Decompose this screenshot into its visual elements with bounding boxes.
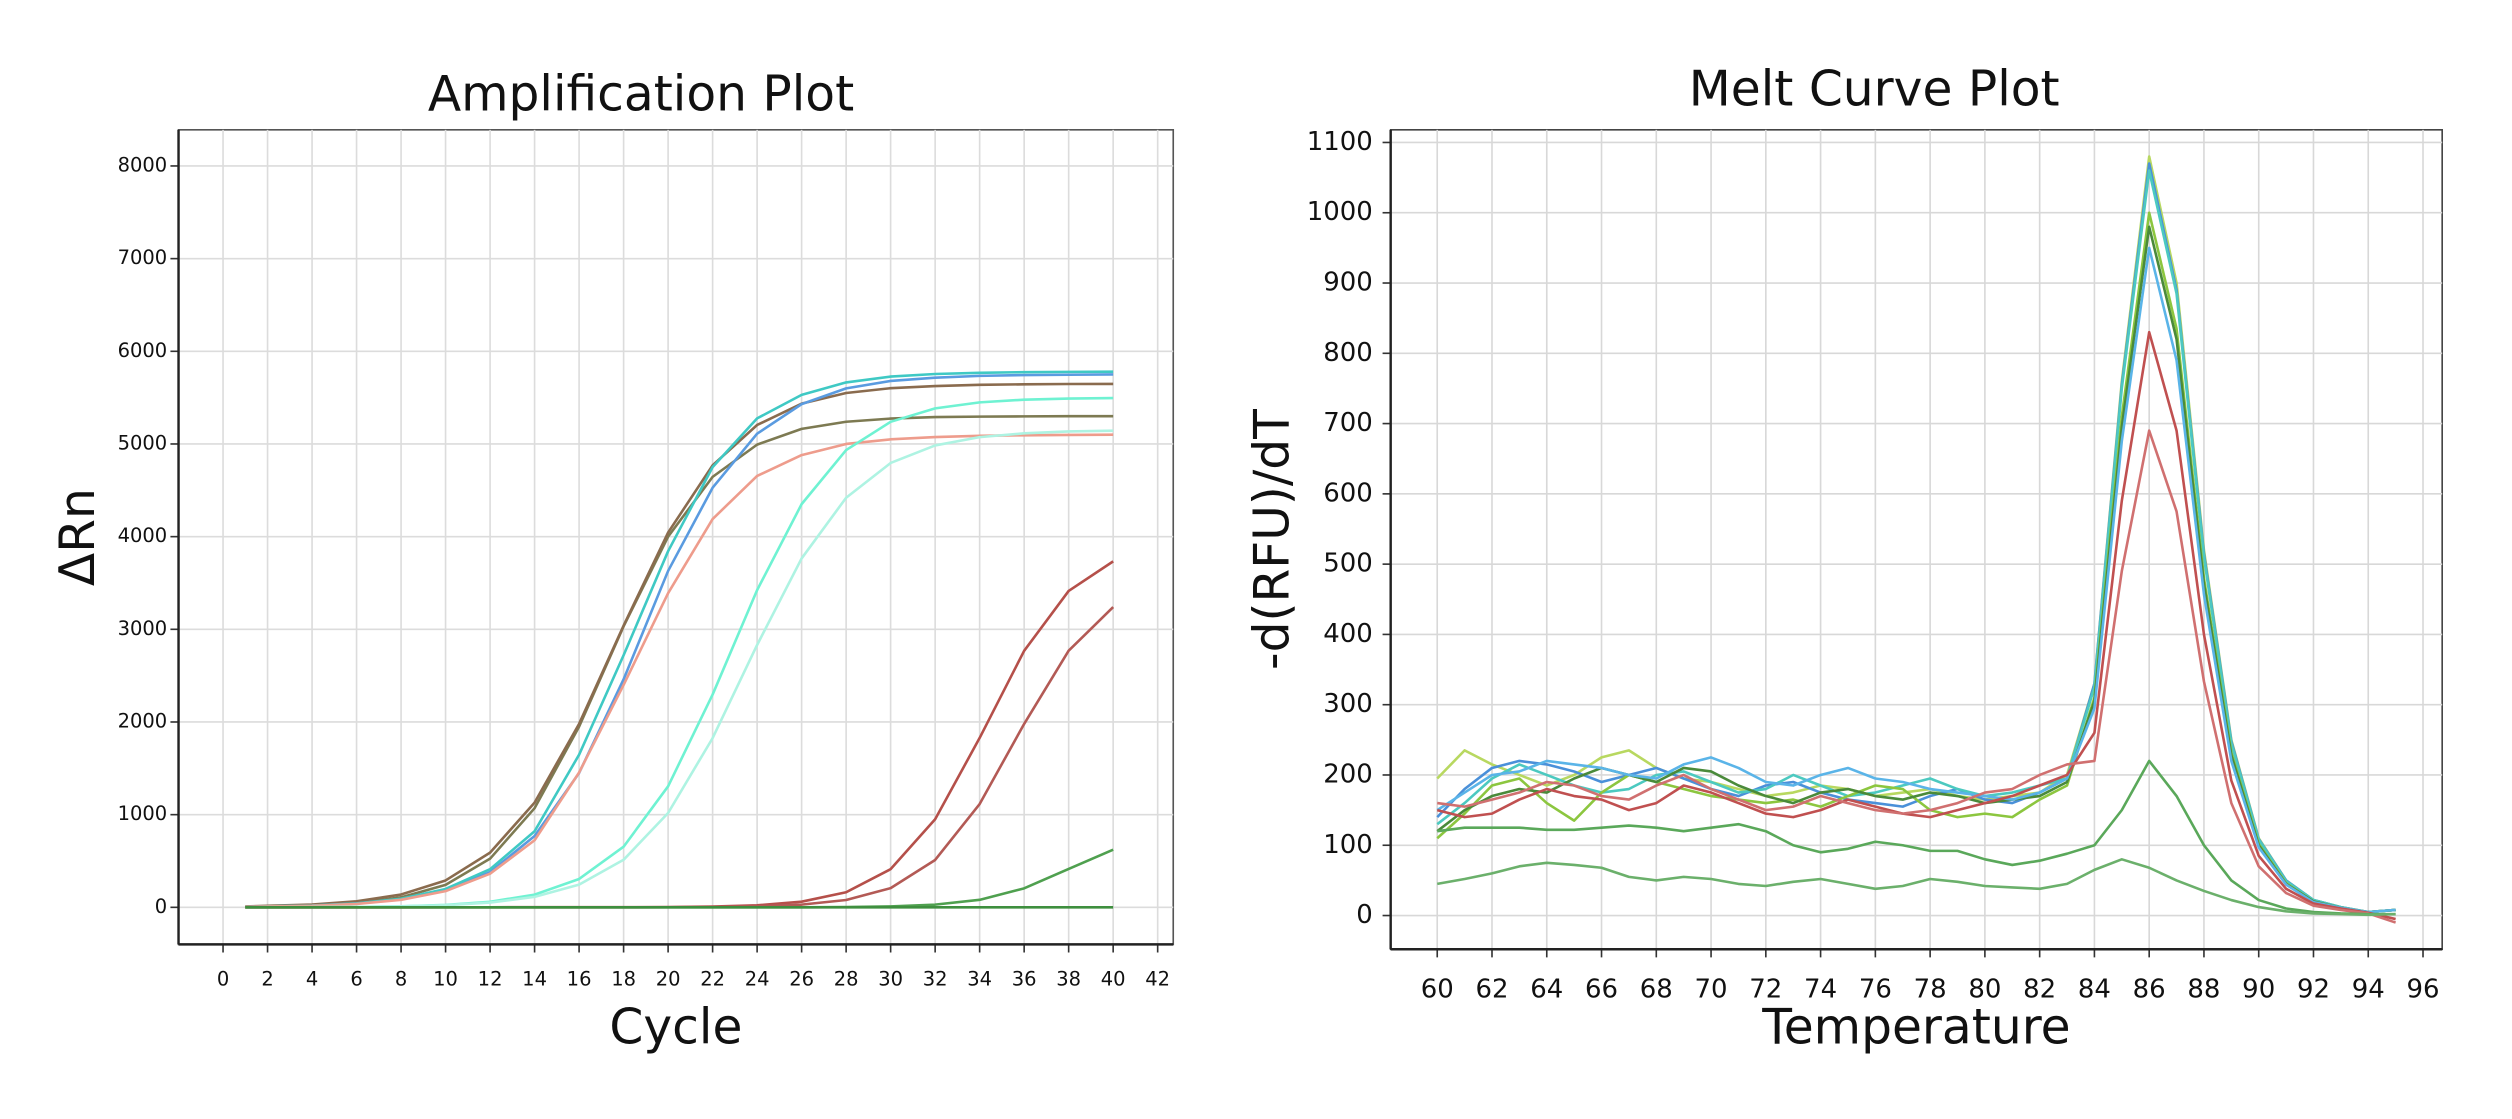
data-line bbox=[1436, 225, 2396, 914]
x-tick-label: 20 bbox=[656, 968, 681, 991]
x-tick-label: 94 bbox=[2352, 974, 2385, 1004]
plot-area bbox=[1389, 129, 2443, 951]
x-tick-label: 88 bbox=[2187, 974, 2220, 1004]
x-tick-label: 72 bbox=[1749, 974, 1782, 1004]
y-tick-label: 7000 bbox=[118, 246, 168, 269]
x-tick-label: 96 bbox=[2406, 974, 2439, 1004]
x-axis-label: Cycle bbox=[609, 999, 742, 1055]
x-tick-label: 76 bbox=[1859, 974, 1892, 1004]
y-tick-label: 1100 bbox=[1307, 127, 1373, 157]
x-tick-label: 74 bbox=[1804, 974, 1837, 1004]
x-tick-label: 6 bbox=[350, 968, 362, 991]
y-tick-label: 5000 bbox=[118, 431, 168, 454]
y-tick-label: 200 bbox=[1323, 759, 1373, 789]
y-axis-label: -d(RFU)/dT bbox=[1244, 409, 1300, 670]
x-tick-label: 84 bbox=[2078, 974, 2111, 1004]
y-tick-label: 2000 bbox=[118, 709, 168, 732]
y-tick-label: 1000 bbox=[118, 802, 168, 825]
x-tick-label: 60 bbox=[1421, 974, 1454, 1004]
y-tick-label: 600 bbox=[1323, 478, 1373, 508]
y-tick-label: 4000 bbox=[118, 524, 168, 547]
x-tick-label: 40 bbox=[1101, 968, 1126, 991]
y-tick-label: 1000 bbox=[1307, 197, 1373, 227]
data-line bbox=[1436, 246, 2396, 914]
data-line bbox=[245, 433, 1114, 909]
x-tick-label: 36 bbox=[1012, 968, 1037, 991]
y-tick-label: 900 bbox=[1323, 268, 1373, 298]
chart-title: Amplification Plot bbox=[428, 66, 854, 122]
y-tick-label: 3000 bbox=[118, 617, 168, 640]
x-tick-label: 12 bbox=[478, 968, 503, 991]
x-tick-label: 64 bbox=[1530, 974, 1563, 1004]
y-tick-label: 400 bbox=[1323, 619, 1373, 649]
x-tick-label: 34 bbox=[967, 968, 992, 991]
y-tick-label: 0 bbox=[155, 895, 167, 918]
x-tick-label: 0 bbox=[217, 968, 229, 991]
x-tick-label: 16 bbox=[567, 968, 592, 991]
data-line bbox=[1437, 759, 2396, 916]
x-tick-label: 10 bbox=[433, 968, 458, 991]
data-line bbox=[1436, 330, 2396, 921]
y-tick-label: 6000 bbox=[118, 339, 168, 362]
x-tick-label: 22 bbox=[700, 968, 725, 991]
x-tick-label: 26 bbox=[789, 968, 814, 991]
chart-title: Melt Curve Plot bbox=[1689, 61, 2060, 117]
y-tick-label: 8000 bbox=[118, 153, 168, 176]
x-tick-label: 38 bbox=[1056, 968, 1081, 991]
x-tick-label: 28 bbox=[834, 968, 859, 991]
x-tick-label: 92 bbox=[2297, 974, 2330, 1004]
y-tick-label: 0 bbox=[1356, 900, 1373, 930]
x-tick-label: 42 bbox=[1145, 968, 1170, 991]
y-tick-label: 100 bbox=[1323, 830, 1373, 860]
y-tick-label: 500 bbox=[1323, 549, 1373, 579]
x-tick-label: 14 bbox=[522, 968, 547, 991]
x-tick-label: 32 bbox=[923, 968, 948, 991]
x-tick-label: 78 bbox=[1914, 974, 1947, 1004]
x-tick-label: 8 bbox=[395, 968, 407, 991]
y-axis-label: ΔRn bbox=[50, 488, 106, 586]
x-tick-label: 86 bbox=[2133, 974, 2166, 1004]
data-line bbox=[1436, 169, 2396, 914]
data-line bbox=[1437, 858, 2396, 917]
data-line bbox=[245, 382, 1114, 908]
x-tick-label: 18 bbox=[611, 968, 636, 991]
data-line bbox=[1437, 429, 2397, 924]
x-tick-label: 24 bbox=[745, 968, 770, 991]
x-tick-label: 68 bbox=[1640, 974, 1673, 1004]
x-tick-label: 70 bbox=[1695, 974, 1728, 1004]
y-tick-label: 800 bbox=[1323, 338, 1373, 368]
x-tick-label: 62 bbox=[1475, 974, 1508, 1004]
x-tick-label: 80 bbox=[1968, 974, 2001, 1004]
x-axis-label: Temperature bbox=[1761, 999, 2070, 1055]
x-tick-label: 66 bbox=[1585, 974, 1618, 1004]
x-tick-label: 90 bbox=[2242, 974, 2275, 1004]
y-tick-label: 300 bbox=[1323, 689, 1373, 719]
x-tick-label: 30 bbox=[878, 968, 903, 991]
x-tick-label: 82 bbox=[2023, 974, 2056, 1004]
x-tick-label: 2 bbox=[261, 968, 273, 991]
y-tick-label: 700 bbox=[1323, 408, 1373, 438]
x-tick-label: 4 bbox=[306, 968, 318, 991]
